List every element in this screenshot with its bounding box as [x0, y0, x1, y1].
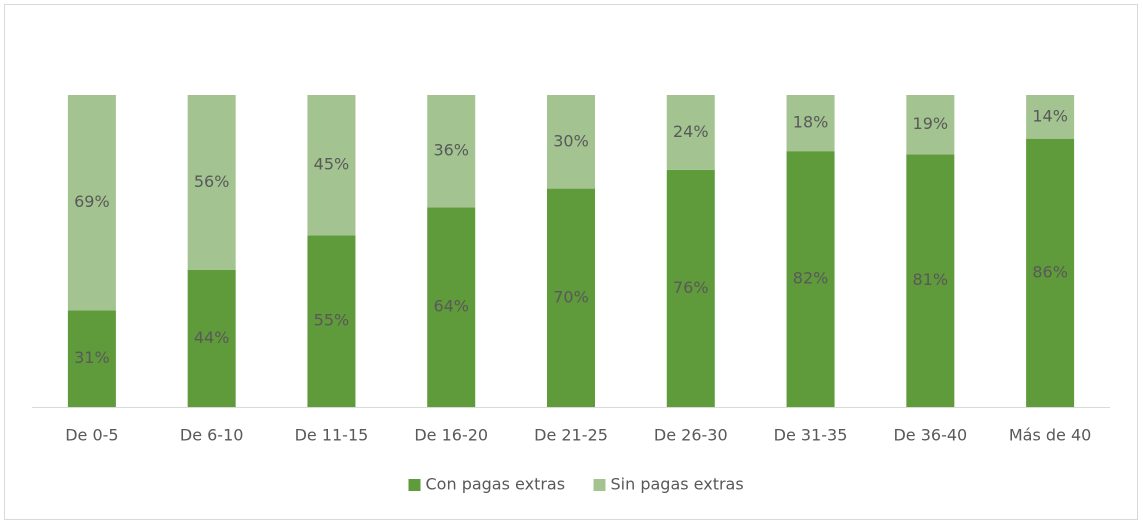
data-label: 44% — [194, 328, 230, 347]
bar-segment — [547, 188, 595, 407]
data-label: 69% — [74, 192, 110, 211]
legend-swatch — [408, 479, 421, 491]
data-label: 24% — [673, 122, 709, 141]
x-tick-label: Más de 40 — [1009, 426, 1091, 445]
data-label: 19% — [913, 114, 949, 133]
data-label: 31% — [74, 348, 110, 367]
bar-segment — [1026, 95, 1075, 139]
x-tick-label: De 0-5 — [65, 426, 118, 445]
legend-label: Sin pagas extras — [611, 475, 744, 494]
data-label: 82% — [793, 269, 829, 288]
bar-segment — [1026, 138, 1075, 407]
bar-segment — [67, 95, 116, 311]
data-label: 76% — [673, 278, 709, 297]
data-label: 81% — [913, 270, 949, 289]
x-tick-label: De 26-30 — [654, 426, 728, 445]
data-label: 55% — [314, 311, 350, 330]
x-tick-label: De 6-10 — [180, 426, 244, 445]
bar-segment — [666, 169, 715, 407]
data-label: 14% — [1032, 106, 1068, 125]
data-label: 70% — [553, 287, 589, 306]
bar-segment — [187, 95, 236, 270]
x-tick-label: De 11-15 — [295, 426, 369, 445]
data-label: 36% — [433, 141, 469, 160]
x-tick-label: De 21-25 — [534, 426, 608, 445]
bar-segment — [786, 151, 835, 407]
legend-swatch — [593, 479, 606, 491]
data-label: 30% — [553, 131, 589, 150]
data-label: 64% — [433, 297, 469, 316]
data-label: 45% — [314, 155, 350, 174]
data-label: 56% — [194, 172, 230, 191]
bar-segment — [547, 95, 595, 189]
bar-segment — [666, 95, 715, 170]
bar-segment — [906, 154, 955, 407]
bar-segment — [307, 95, 356, 236]
data-label: 18% — [793, 113, 829, 132]
data-label: 86% — [1032, 262, 1068, 281]
x-tick-label: De 31-35 — [774, 426, 848, 445]
bar-segment — [427, 95, 476, 208]
bar-segment — [906, 95, 955, 155]
bar-segment — [67, 310, 116, 407]
x-tick-label: De 16-20 — [414, 426, 488, 445]
bar-segment — [786, 95, 835, 152]
bar-segment — [187, 269, 236, 407]
x-tick-label: De 36-40 — [893, 426, 967, 445]
bar-segment — [427, 207, 476, 407]
bar-segment — [307, 235, 356, 407]
legend-label: Con pagas extras — [426, 475, 566, 494]
